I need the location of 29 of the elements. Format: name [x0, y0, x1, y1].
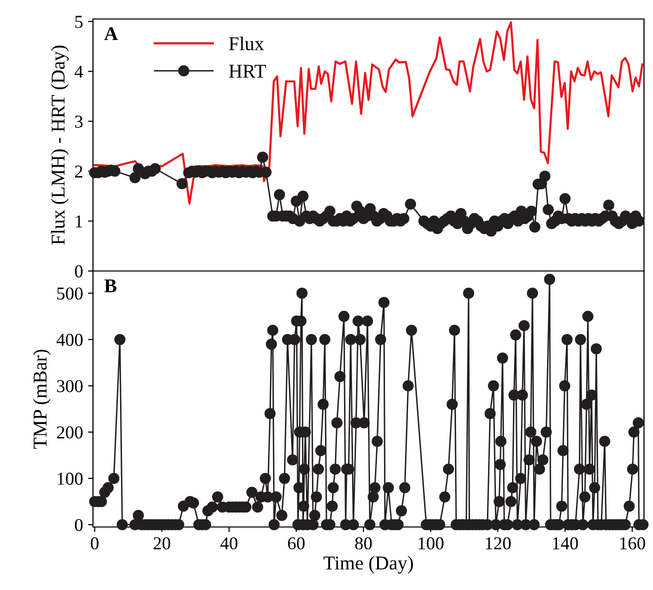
- legend-label: Flux: [229, 36, 264, 50]
- x-axis-title: Time (Day): [324, 556, 413, 574]
- x-tick-label: 40: [220, 537, 238, 550]
- y-tick-label: 4: [74, 66, 83, 78]
- x-tick-label: 20: [154, 537, 170, 550]
- y-axis-title: Flux (LMH) - HRT (Day): [51, 46, 69, 245]
- y-tick-label: 100: [58, 472, 83, 485]
- line-series: [94, 21, 644, 205]
- x-tick-label: 120: [486, 537, 511, 550]
- x-tick-label: 60: [288, 537, 305, 550]
- y-tick-label: 0: [74, 518, 83, 532]
- x-tick-label: 80: [355, 537, 372, 550]
- y-tick-label: 200: [56, 426, 83, 439]
- y-tick-label: 0: [74, 265, 83, 278]
- y-tick-label: 400: [56, 334, 83, 346]
- y-tick-label: 2: [75, 166, 82, 178]
- y-axis-title: TMP (mBar): [33, 350, 51, 449]
- annotation: B: [104, 279, 116, 292]
- x-tick-label: 0: [90, 537, 99, 550]
- legend-label: HRT: [229, 64, 266, 78]
- x-tick-label: 100: [418, 537, 444, 550]
- x-tick-label: 160: [620, 537, 646, 550]
- y-tick-label: 5: [75, 16, 83, 28]
- y-tick-label: 1: [76, 215, 82, 228]
- y-tick-label: 300: [57, 380, 83, 392]
- annotation: A: [104, 27, 118, 40]
- y-tick-label: 3: [75, 116, 83, 128]
- y-tick-label: 500: [57, 287, 83, 300]
- x-tick-label: 140: [553, 537, 578, 550]
